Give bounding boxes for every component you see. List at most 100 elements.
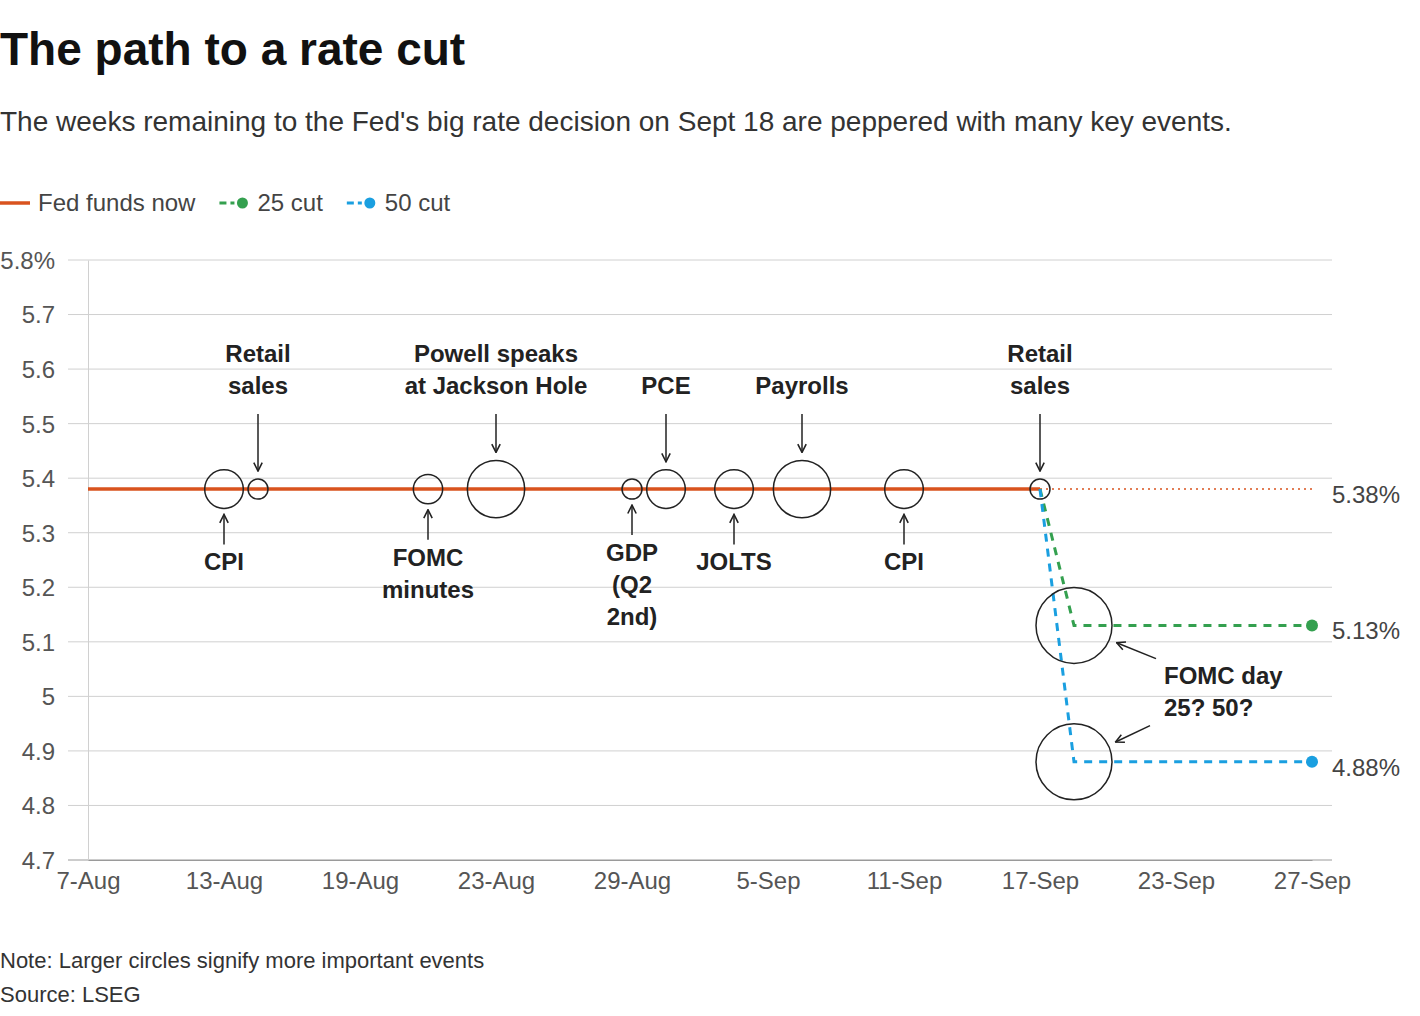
reference-line [1040,488,1312,490]
arrow [903,514,905,544]
x-tick: 23-Aug [458,860,535,894]
grid-line [68,532,1332,533]
event-label: 2nd) [607,603,658,630]
grid-line [68,750,1332,751]
event-circle [1036,587,1112,663]
arrow [631,505,633,535]
arrow [1039,414,1041,471]
arrow [223,514,225,544]
grid-line [68,696,1332,697]
note: Note: Larger circles signify more import… [0,948,484,973]
arrow [495,414,497,452]
x-tick: 17-Sep [1002,860,1079,894]
grid-line [68,369,1332,370]
y-tick-label: 5.7 [22,301,55,328]
y-tick: 5.7 [22,301,88,328]
title: The path to a rate cut [0,23,465,75]
y-tick-label: 5.2 [22,574,55,601]
event-label: at Jackson Hole [405,372,588,399]
event-circle [773,460,830,517]
x-tick-label: 7-Aug [56,867,120,894]
event-circle [413,474,442,503]
event-circle [622,479,642,499]
event-label: Payrolls [755,372,848,399]
event-circle [1030,479,1050,499]
x-axis-line [89,860,1313,861]
x-tick: 19-Aug [322,860,399,894]
x-tick-label: 23-Aug [458,867,535,894]
y-tick-label: 5.3 [22,520,55,547]
event-label: (Q2 [612,571,652,598]
legend-item: Fed funds now [0,189,196,216]
x-tick: 27-Sep [1274,860,1351,894]
y-tick: 4.9 [22,738,88,765]
x-tick-label: 27-Sep [1274,867,1351,894]
grid-line [68,587,1332,588]
event-circle [715,470,754,509]
y-tick: 5.6 [22,356,88,383]
event-label: Powell speaks [414,340,578,367]
y-tick: 5.1 [22,629,88,656]
event-label: FOMC day [1164,662,1283,689]
annotations: 5.38% 5.13% 4.88% CPI Retail sales FOMC minutes… [204,340,1400,781]
legend-item: 50 cut [347,189,451,216]
grid-line [68,260,1332,261]
y-tick-label: 5.8% [0,247,55,274]
grid-line [68,641,1332,642]
value-label: 4.88% [1332,754,1400,781]
legend-swatch [347,202,362,205]
y-tick-label: 4.8 [22,792,55,819]
x-axis: 7-Aug13-Aug19-Aug23-Aug29-Aug5-Sep11-Sep… [56,860,1351,894]
y-tick: 5.4 [22,465,88,492]
event-label: CPI [884,548,924,575]
x-tick-label: 23-Sep [1138,867,1215,894]
y-tick: 5 [42,683,88,710]
x-tick: 7-Aug [56,860,120,894]
y-tick-label: 4.9 [22,738,55,765]
arrow [665,414,667,462]
legend-swatch-marker [364,198,375,209]
x-tick-label: 19-Aug [322,867,399,894]
event-circle [248,479,268,499]
event-label: PCE [641,372,690,399]
event-label: sales [1010,372,1070,399]
y-tick: 5.3 [22,520,88,547]
grid-line [68,860,1332,861]
arrow [1116,726,1150,742]
event-label: Retail [1007,340,1072,367]
chart: The path to a rate cutThe weeks remainin… [0,0,1420,1016]
event-circle [467,460,524,517]
y-tick-label: 5.4 [22,465,55,492]
arrow [1117,643,1156,659]
event-label: FOMC [393,544,464,571]
grid [68,260,1332,860]
y-axis-line [88,261,89,861]
series-line [1040,489,1312,762]
series-line [88,487,1040,491]
value-label: 5.13% [1332,617,1400,644]
event-label: JOLTS [696,548,772,575]
x-tick-label: 5-Sep [736,867,800,894]
legend-swatch [219,202,234,205]
x-tick: 23-Sep [1138,860,1215,894]
y-axis: 5.8%5.75.65.55.45.35.25.154.94.84.7 [0,247,88,874]
x-tick-label: 11-Sep [867,867,943,894]
legend-item: 25 cut [219,189,323,216]
x-tick: 11-Sep [867,860,943,894]
x-tick: 13-Aug [186,860,263,894]
legend-label: 50 cut [385,189,451,216]
y-tick-label: 5.6 [22,356,55,383]
event-label: minutes [382,576,474,603]
plot-marks [88,460,1318,799]
grid-line [68,805,1332,806]
x-tick: 5-Sep [736,860,800,894]
reference-label: 5.38% [1332,481,1400,508]
event-circle [647,470,686,509]
event-label: 25? 50? [1164,694,1253,721]
y-tick: 5.2 [22,574,88,601]
event-circle [885,470,924,509]
event-label: Retail [225,340,290,367]
event-label: sales [228,372,288,399]
arrow [733,514,735,544]
y-tick-label: 5.1 [22,629,55,656]
